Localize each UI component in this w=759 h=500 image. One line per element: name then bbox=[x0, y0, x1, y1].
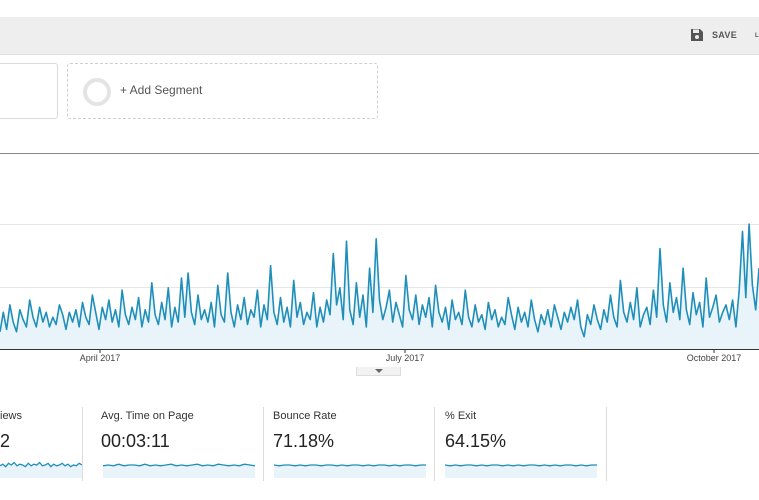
sparkline-fill bbox=[0, 462, 82, 478]
segment-placeholder-icon bbox=[83, 78, 111, 106]
add-segment-label: + Add Segment bbox=[120, 83, 203, 97]
metric-value: 64.15% bbox=[445, 431, 507, 451]
line-chart-svg: April 2017 July 2017 October 2017 bbox=[0, 153, 759, 363]
save-button[interactable]: SAVE bbox=[690, 28, 737, 42]
metric-label: % Exit bbox=[445, 410, 477, 422]
metric-card[interactable]: Avg. Time on Page 00:03:11 bbox=[93, 407, 264, 481]
metric-sparkline bbox=[445, 464, 597, 478]
current-segment-card[interactable] bbox=[0, 63, 58, 119]
sparkline-line bbox=[103, 463, 255, 467]
floppy-disk-icon bbox=[691, 29, 703, 41]
x-tick-label: October 2017 bbox=[687, 353, 742, 363]
metric-card[interactable]: Bounce Rate 71.18% bbox=[264, 407, 435, 481]
sparkline-line bbox=[0, 461, 82, 468]
x-tick-label: July 2017 bbox=[386, 353, 425, 363]
metric-sparkline bbox=[103, 463, 255, 478]
sparkline-line bbox=[274, 464, 426, 467]
save-label: SAVE bbox=[712, 30, 738, 40]
sparkline-line bbox=[445, 464, 597, 467]
metric-label: iews bbox=[0, 410, 23, 422]
metric-label: Bounce Rate bbox=[273, 410, 337, 422]
sparkline-fill bbox=[445, 465, 597, 478]
metric-value: 71.18% bbox=[273, 431, 335, 451]
add-segment-button[interactable]: + Add Segment bbox=[67, 63, 378, 119]
sparkline-fill bbox=[274, 465, 426, 478]
chevron-down-icon bbox=[375, 369, 383, 373]
toolbar-overflow-label[interactable]: L bbox=[755, 33, 759, 39]
metric-value: 00:03:11 bbox=[101, 431, 170, 451]
chart-collapse-toggle[interactable] bbox=[356, 367, 401, 376]
metrics-row: iews 2 Avg. Time on Page 00:03:11 Bounce… bbox=[0, 407, 759, 482]
chart-series-line bbox=[0, 223, 759, 338]
metric-value: 2 bbox=[0, 431, 11, 451]
metric-card[interactable]: % Exit 64.15% bbox=[435, 407, 607, 481]
report-toolbar: SAVE L bbox=[0, 17, 759, 55]
metric-sparkline bbox=[274, 464, 426, 478]
x-tick-label: April 2017 bbox=[80, 353, 121, 363]
sparkline-fill bbox=[103, 464, 255, 478]
sessions-chart[interactable]: April 2017 July 2017 October 2017 bbox=[0, 153, 759, 383]
metric-sparkline bbox=[0, 461, 82, 478]
metric-label: Avg. Time on Page bbox=[101, 410, 194, 422]
metric-card[interactable]: iews 2 bbox=[0, 407, 83, 481]
